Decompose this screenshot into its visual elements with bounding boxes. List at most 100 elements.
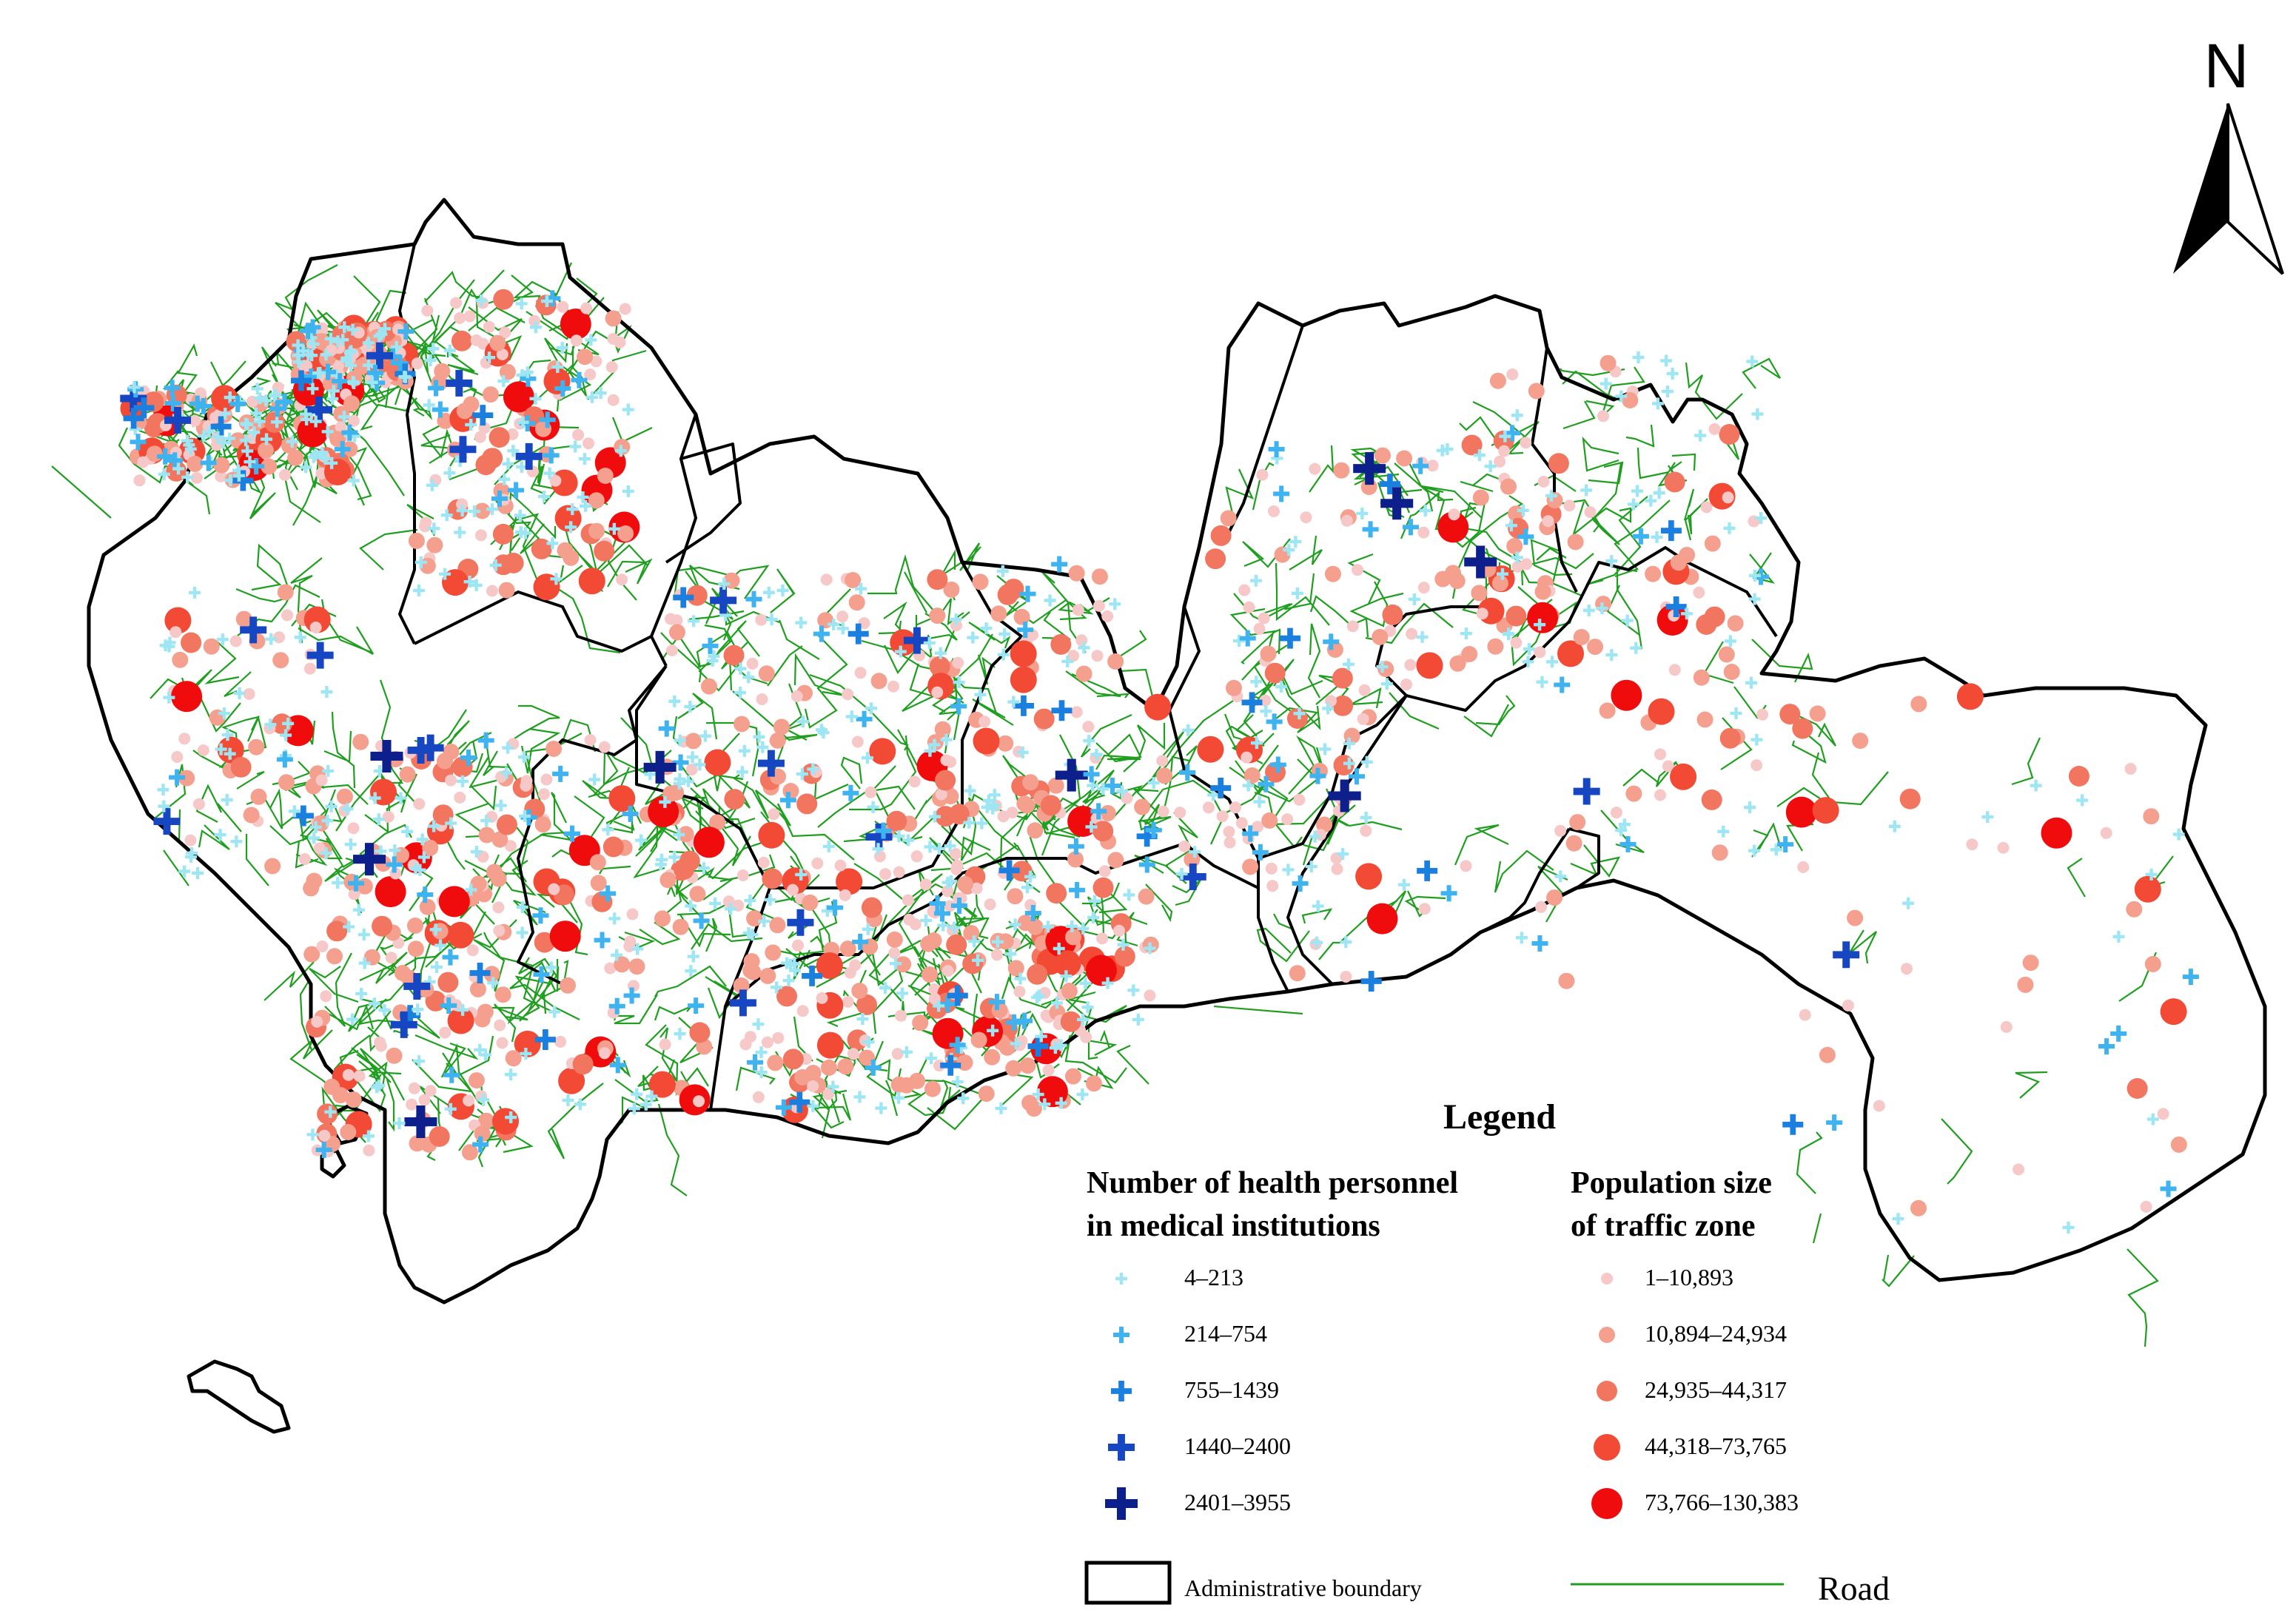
road-segment (677, 693, 718, 740)
health-facility-point (1724, 635, 1736, 647)
population-point (1113, 924, 1125, 937)
health-facility-point (158, 800, 170, 812)
health-facility-point (950, 897, 967, 914)
population-point (1506, 538, 1523, 554)
population-point (326, 920, 348, 942)
health-facility-point (588, 773, 601, 786)
health-facility-point (879, 981, 891, 994)
road-segment (1459, 416, 1501, 447)
population-point (839, 889, 851, 901)
population-point (1645, 565, 1662, 582)
health-facility-point (1484, 460, 1497, 473)
health-facility-point (157, 448, 174, 465)
health-facility-point (991, 935, 1004, 948)
health-facility-point (491, 490, 508, 507)
population-point (496, 814, 517, 835)
health-facility-point (307, 338, 320, 351)
population-point (419, 898, 436, 915)
health-facility-point (338, 411, 350, 423)
health-facility-point (286, 435, 298, 448)
health-facility-point (309, 415, 322, 428)
population-point (605, 361, 618, 373)
population-point (494, 1019, 506, 1031)
population-point (1019, 1057, 1036, 1074)
health-facility-point (457, 775, 469, 787)
population-point (1377, 661, 1394, 678)
road-segment (1625, 424, 1655, 448)
population-point (782, 783, 799, 799)
health-facility-point (1291, 587, 1303, 599)
health-facility-point (470, 846, 483, 858)
road-segment (447, 351, 479, 376)
population-point (847, 1048, 859, 1060)
health-facility-point (1309, 767, 1326, 784)
population-point (1174, 807, 1186, 819)
health-facility-point (550, 573, 563, 585)
population-point (739, 1038, 752, 1051)
population-point (912, 1014, 929, 1031)
population-point (1157, 805, 1169, 818)
health-facility-point (563, 825, 580, 842)
health-facility-point (520, 370, 537, 387)
population-point (1799, 1009, 1811, 1021)
health-legend-symbol (1103, 1260, 1140, 1297)
population-point (1471, 585, 1488, 602)
population-point (272, 652, 289, 669)
population-point (1010, 666, 1037, 693)
health-facility-point (1210, 778, 1232, 799)
health-facility-point (1083, 766, 1100, 783)
health-facility-point (796, 768, 808, 781)
health-facility-point (370, 739, 403, 773)
population-point (837, 1058, 854, 1075)
population-legend-symbol (1588, 1373, 1625, 1410)
health-facility-point (1981, 811, 1994, 824)
road-segment (929, 837, 964, 872)
health-facility-point (1078, 642, 1090, 654)
health-facility-point (788, 957, 801, 970)
population-point (477, 850, 489, 863)
health-facility-point (951, 1076, 964, 1088)
road-segment (613, 820, 635, 831)
population-point (935, 770, 956, 791)
health-facility-point (341, 424, 358, 441)
population-point (439, 1026, 452, 1039)
health-facility-point (1417, 860, 1438, 881)
population-point (842, 688, 854, 701)
health-facility-point (434, 939, 447, 952)
population-point (614, 336, 626, 349)
road-segment (1261, 672, 1321, 731)
health-facility-point (306, 642, 334, 669)
road-segment (509, 961, 580, 1020)
health-facility-point (988, 789, 1001, 801)
population-point (767, 1054, 784, 1071)
health-facility-point (316, 446, 329, 459)
population-point (572, 428, 585, 441)
health-facility-point (645, 1090, 658, 1103)
population-point (588, 492, 605, 509)
health-facility-point (925, 1052, 938, 1065)
population-point (604, 962, 617, 975)
health-facility-point (853, 1091, 866, 1103)
health-facility-point (489, 559, 502, 571)
health-facility-point (340, 351, 353, 364)
health-facility-point (2076, 794, 2089, 807)
population-point (1340, 514, 1353, 527)
health-facility-point (655, 853, 668, 866)
population-point (1091, 650, 1104, 662)
health-facility-point (307, 451, 320, 463)
population-point (685, 764, 698, 775)
population-point (421, 304, 434, 317)
population-point (478, 827, 495, 844)
health-facility-point (539, 411, 556, 428)
health-facility-point (1282, 864, 1295, 876)
road-segment (968, 622, 1011, 649)
health-facility-point (544, 290, 561, 307)
health-facility-point (1271, 452, 1283, 465)
health-facility-point (216, 633, 229, 646)
population-point (486, 585, 498, 597)
population-point (888, 946, 901, 959)
health-facility-point (577, 491, 589, 503)
population-point (1461, 434, 1483, 456)
health-facility-point (251, 383, 263, 395)
population-point (548, 883, 560, 895)
